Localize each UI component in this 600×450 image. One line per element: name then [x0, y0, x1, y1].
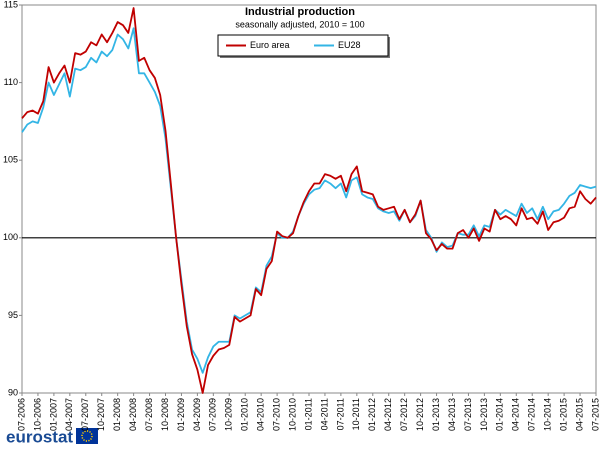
x-tick-label: 04-2011: [319, 398, 329, 430]
x-tick-label: 01-2015: [558, 398, 568, 431]
legend-label: EU28: [338, 40, 361, 50]
x-tick-label: 07-2014: [527, 398, 537, 431]
x-tick-label: 04-2010: [256, 398, 266, 431]
y-tick-label: 105: [3, 155, 18, 165]
y-tick-label: 90: [8, 387, 18, 397]
x-tick-label: 10-2010: [287, 398, 297, 431]
chart-title: Industrial production: [245, 6, 355, 18]
x-tick-label: 10-2011: [351, 398, 361, 430]
x-tick-label: 04-2007: [64, 398, 74, 431]
y-tick-label: 115: [4, 0, 18, 9]
x-tick-label: 01-2011: [303, 398, 313, 430]
x-tick-label: 01-2013: [431, 398, 441, 431]
x-tick-label: 01-2014: [495, 398, 505, 431]
x-tick-label: 01-2008: [112, 398, 122, 431]
logo-text: eurostat: [6, 427, 73, 446]
x-tick-label: 01-2007: [48, 398, 58, 431]
legend-box: [217, 34, 389, 57]
x-tick-label: 07-2012: [399, 398, 409, 431]
x-tick-label: 10-2008: [160, 398, 170, 431]
x-tick-label: 01-2009: [176, 398, 186, 431]
y-tick-label: 95: [8, 310, 18, 320]
line-series: [21, 7, 597, 394]
x-tick-label: 07-2009: [208, 398, 218, 431]
x-tick-label: 07-2006: [16, 398, 26, 431]
x-tick-label: 07-2015: [590, 398, 600, 431]
x-tick-label: 10-2014: [543, 398, 553, 431]
x-tick-label: 07-2013: [463, 398, 473, 431]
x-tick-label: 10-2013: [479, 398, 489, 431]
legend-label: Euro area: [250, 40, 290, 50]
y-tick-label: 110: [4, 77, 18, 87]
x-tick-label: 10-2012: [415, 398, 425, 431]
line-series: [21, 27, 597, 374]
x-tick-label: 04-2015: [574, 398, 584, 431]
x-tick-label: 04-2012: [383, 398, 393, 431]
x-tick-label: 07-2010: [271, 398, 281, 431]
x-tick-label: 10-2009: [224, 398, 234, 431]
x-tick-label: 07-2008: [144, 398, 154, 431]
eu-flag: [76, 428, 98, 444]
x-tick-label: 01-2012: [367, 398, 377, 431]
x-tick-label: 04-2013: [447, 398, 457, 431]
chart-subtitle: seasonally adjusted, 2010 = 100: [235, 19, 364, 29]
x-tick-label: 07-2011: [335, 398, 345, 430]
x-tick-label: 04-2009: [192, 398, 202, 431]
logo: eurostat: [6, 427, 98, 446]
x-tick-label: 10-2006: [32, 398, 42, 431]
eu-stars: [81, 430, 93, 442]
y-tick-label: 100: [3, 232, 18, 242]
x-tick-label: 07-2007: [80, 398, 90, 431]
x-tick-label: 04-2008: [128, 398, 138, 431]
x-tick-label: 04-2014: [511, 398, 521, 431]
x-tick-label: 10-2007: [96, 398, 106, 431]
x-tick-label: 01-2010: [240, 398, 250, 431]
